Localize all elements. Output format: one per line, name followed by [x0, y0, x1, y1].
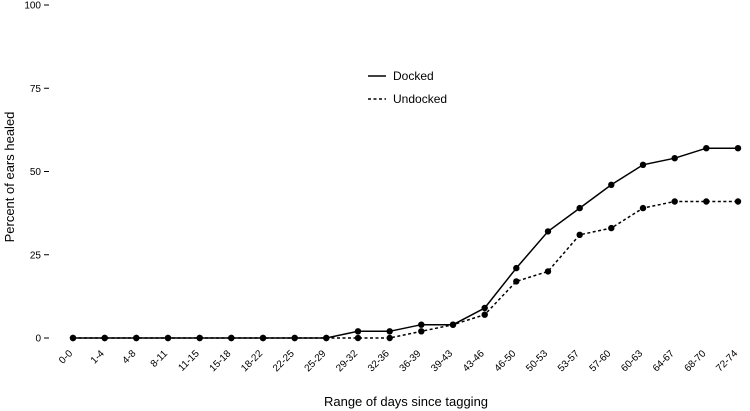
docked-data-point — [639, 161, 647, 168]
undocked-data-point — [671, 198, 678, 205]
docked-data-point — [576, 204, 583, 212]
docked-data-point — [481, 304, 488, 312]
undocked-data-point — [196, 334, 203, 342]
docked-data-point — [608, 181, 615, 188]
x-tick-label: 29-32 — [334, 348, 360, 374]
x-tick-label: 64-67 — [651, 348, 677, 374]
y-tick-label: 75 — [30, 84, 42, 95]
x-tick-label: 25-29 — [303, 348, 329, 374]
y-axis-title: Percent of ears healed — [2, 112, 17, 243]
x-tick-label: 18-22 — [239, 348, 265, 374]
undocked-data-point — [228, 334, 235, 342]
x-tick-label: 32-36 — [366, 348, 392, 374]
x-tick-label: 0-0 — [57, 348, 75, 366]
undocked-data-point — [513, 278, 520, 285]
x-tick-label: 1-4 — [89, 348, 107, 366]
docked-data-point — [418, 321, 425, 328]
x-axis-title: Range of days since tagging — [324, 394, 488, 409]
x-tick-label: 8-11 — [149, 348, 171, 370]
undocked-data-point — [734, 198, 742, 205]
undocked-data-point — [291, 334, 298, 342]
x-tick-label: 50-53 — [524, 348, 550, 374]
x-tick-label: 46-50 — [493, 348, 519, 374]
docked-series-line — [73, 147, 738, 339]
x-tick-label: 60-63 — [619, 348, 645, 374]
undocked-data-point — [259, 334, 267, 342]
x-tick-label: 68-70 — [683, 348, 709, 374]
legend: Docked Undocked — [368, 69, 447, 106]
docked-data-point — [513, 264, 520, 272]
undocked-data-point — [323, 334, 330, 342]
docked-data-point — [671, 155, 678, 162]
undocked-data-point — [354, 334, 362, 342]
y-tick-label: 50 — [30, 167, 42, 178]
undocked-data-point — [418, 328, 425, 335]
series-layer — [69, 145, 742, 342]
x-tick-label: 11-15 — [176, 348, 202, 374]
y-tick-label: 100 — [24, 1, 41, 12]
y-tick-label: 0 — [35, 334, 41, 345]
x-axis-ticks: 0-0 1-4 4-8 8-11 11-15 15-18 18-22 22-25 25-29 29… — [57, 348, 740, 374]
x-tick-label: 36-39 — [398, 348, 424, 374]
undocked-data-point — [101, 334, 108, 342]
undocked-data-point — [608, 224, 615, 232]
undocked-data-point — [576, 231, 583, 238]
x-tick-label: 72-74 — [714, 348, 740, 374]
undocked-data-point — [386, 334, 393, 342]
x-tick-label: 22-25 — [271, 348, 297, 374]
y-axis-ticks: 0 25 50 75 100 — [24, 1, 49, 345]
docked-data-point — [544, 228, 552, 235]
undocked-data-point — [449, 321, 457, 328]
undocked-data-point — [703, 198, 710, 205]
x-tick-label: 53-57 — [556, 348, 582, 374]
undocked-data-point — [639, 204, 647, 212]
y-tick-label: 25 — [30, 250, 42, 261]
undocked-series-line — [73, 200, 738, 339]
x-tick-label: 15-18 — [208, 348, 234, 374]
undocked-legend-label: Undocked — [393, 92, 447, 106]
undocked-data-point — [164, 334, 172, 342]
docked-data-point — [354, 328, 362, 335]
undocked-data-point — [69, 334, 77, 342]
docked-data-point — [734, 145, 742, 152]
docked-data-point — [703, 145, 710, 152]
x-tick-label: 39-43 — [429, 348, 455, 374]
x-tick-label: 4-8 — [120, 348, 138, 366]
x-tick-label: 43-46 — [461, 348, 487, 374]
undocked-data-point — [133, 334, 140, 342]
x-tick-label: 57-60 — [588, 348, 614, 374]
docked-legend-label: Docked — [393, 69, 434, 83]
undocked-data-point — [544, 268, 552, 275]
undocked-data-point — [481, 311, 488, 318]
docked-data-point — [386, 328, 393, 335]
